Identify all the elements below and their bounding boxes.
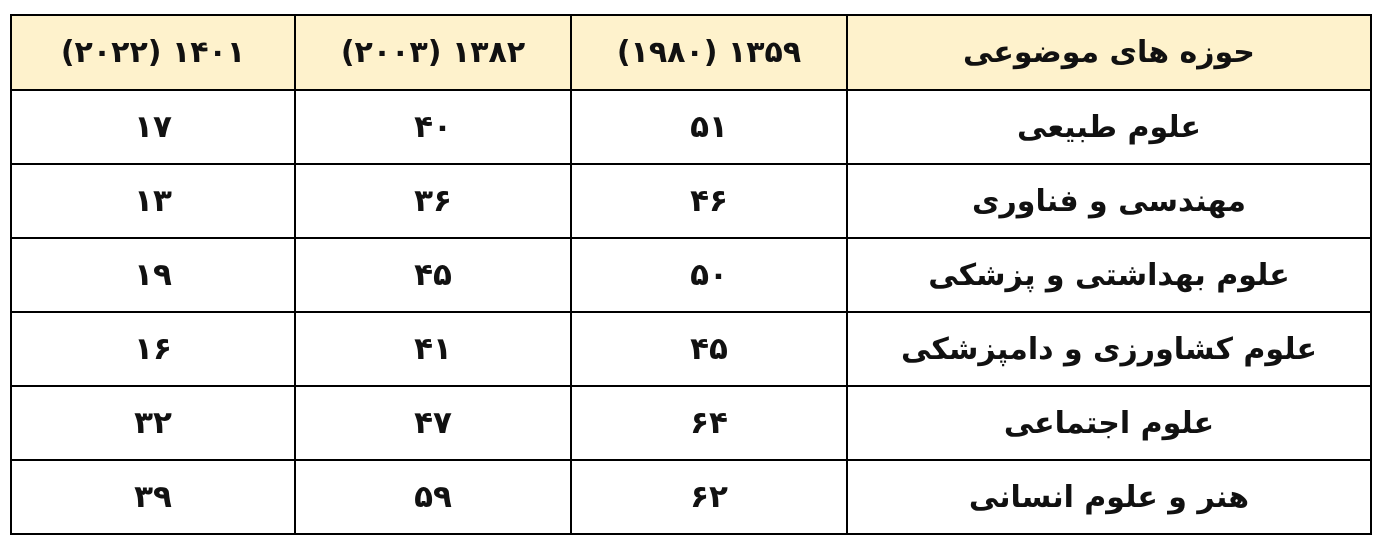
cell-subject: علوم اجتماعی — [846, 385, 1372, 461]
cell-subject: علوم بهداشتی و پزشکی — [846, 237, 1372, 313]
table-row: هنر و علوم انسانی ۶۲ ۵۹ ۳۹ — [10, 459, 1372, 535]
table-row: علوم بهداشتی و پزشکی ۵۰ ۴۵ ۱۹ — [10, 237, 1372, 313]
cell-subject: علوم طبیعی — [846, 89, 1372, 165]
cell-value-1359: ۶۲ — [570, 459, 848, 535]
header-row: حوزه های موضوعی ۱۳۵۹ (۱۹۸۰) ۱۳۸۲ (۲۰۰۳) … — [10, 14, 1372, 91]
cell-subject: مهندسی و فناوری — [846, 163, 1372, 239]
cell-value-1359: ۶۴ — [570, 385, 848, 461]
cell-value-1359: ۴۶ — [570, 163, 848, 239]
table-row: علوم طبیعی ۵۱ ۴۰ ۱۷ — [10, 89, 1372, 165]
cell-value-1401: ۱۷ — [10, 89, 296, 165]
cell-subject: علوم کشاورزی و دامپزشکی — [846, 311, 1372, 387]
cell-value-1401: ۱۹ — [10, 237, 296, 313]
data-table: حوزه های موضوعی ۱۳۵۹ (۱۹۸۰) ۱۳۸۲ (۲۰۰۳) … — [10, 14, 1372, 535]
cell-value-1359: ۵۰ — [570, 237, 848, 313]
cell-value-1359: ۴۵ — [570, 311, 848, 387]
cell-value-1382: ۳۶ — [294, 163, 572, 239]
cell-value-1382: ۴۷ — [294, 385, 572, 461]
table-row: مهندسی و فناوری ۴۶ ۳۶ ۱۳ — [10, 163, 1372, 239]
table-header: حوزه های موضوعی ۱۳۵۹ (۱۹۸۰) ۱۳۸۲ (۲۰۰۳) … — [10, 14, 1372, 91]
cell-value-1401: ۱۳ — [10, 163, 296, 239]
cell-value-1382: ۴۱ — [294, 311, 572, 387]
cell-value-1401: ۳۲ — [10, 385, 296, 461]
table-row: علوم اجتماعی ۶۴ ۴۷ ۳۲ — [10, 385, 1372, 461]
cell-value-1401: ۳۹ — [10, 459, 296, 535]
header-year-1401: ۱۴۰۱ (۲۰۲۲) — [10, 14, 296, 91]
cell-value-1382: ۴۰ — [294, 89, 572, 165]
table-body: علوم طبیعی ۵۱ ۴۰ ۱۷ مهندسی و فناوری ۴۶ ۳… — [10, 89, 1372, 535]
cell-subject: هنر و علوم انسانی — [846, 459, 1372, 535]
header-year-1359: ۱۳۵۹ (۱۹۸۰) — [570, 14, 848, 91]
cell-value-1401: ۱۶ — [10, 311, 296, 387]
cell-value-1382: ۴۵ — [294, 237, 572, 313]
header-year-1382: ۱۳۸۲ (۲۰۰۳) — [294, 14, 572, 91]
header-subject-areas: حوزه های موضوعی — [846, 14, 1372, 91]
table-container: حوزه های موضوعی ۱۳۵۹ (۱۹۸۰) ۱۳۸۲ (۲۰۰۳) … — [10, 14, 1372, 535]
cell-value-1382: ۵۹ — [294, 459, 572, 535]
cell-value-1359: ۵۱ — [570, 89, 848, 165]
table-row: علوم کشاورزی و دامپزشکی ۴۵ ۴۱ ۱۶ — [10, 311, 1372, 387]
